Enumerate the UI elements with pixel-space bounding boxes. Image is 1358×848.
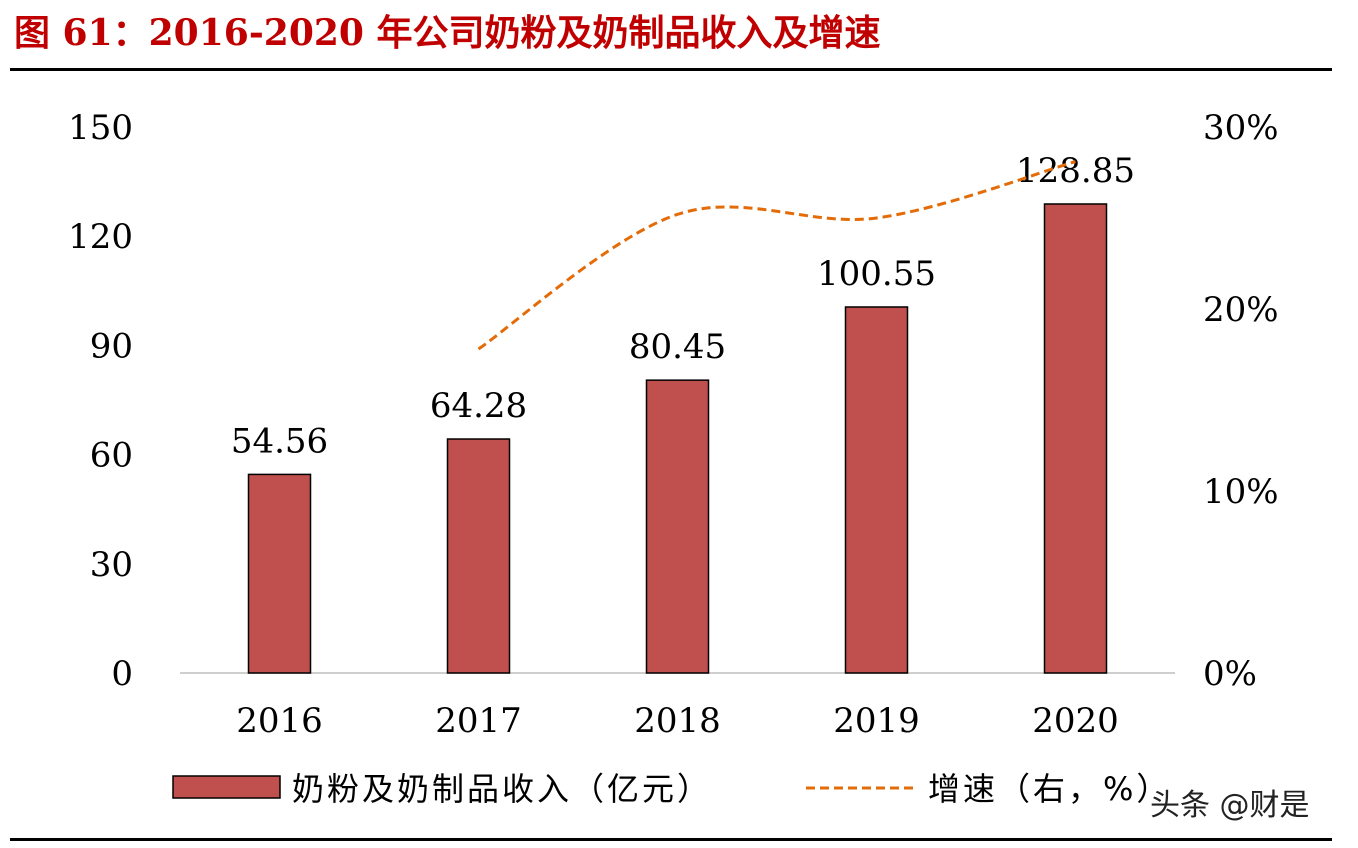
chart-title: 图 61：2016-2020 年公司奶粉及奶制品收入及增速 (14, 12, 881, 54)
data-label: 54.56 (231, 421, 328, 461)
top-rule (10, 68, 1332, 71)
left-tick-label: 150 (68, 108, 133, 148)
x-tick-label: 2016 (236, 701, 323, 741)
left-tick-label: 90 (90, 326, 133, 366)
bar-2016 (247, 473, 312, 674)
data-label: 64.28 (430, 386, 527, 426)
x-tick-label: 2018 (634, 701, 721, 741)
bar-2018 (645, 379, 710, 674)
bar-2019 (844, 306, 909, 674)
legend-bar-swatch (172, 775, 281, 799)
bar-2017 (446, 438, 511, 674)
legend-line-label: 增速（右，%） (928, 770, 1171, 808)
data-label: 80.45 (629, 327, 726, 367)
x-tick-label: 2019 (833, 701, 920, 741)
bottom-rule (10, 838, 1332, 841)
data-label: 100.55 (817, 254, 936, 294)
watermark: 头条 @财是 (1150, 788, 1310, 823)
left-tick-label: 0 (111, 654, 133, 694)
left-tick-label: 30 (90, 545, 133, 585)
x-tick-label: 2020 (1032, 701, 1119, 741)
growth-line (477, 160, 1076, 351)
x-tick-label: 2017 (435, 701, 522, 741)
right-tick-label: 10% (1203, 472, 1279, 512)
legend-bar-label: 奶粉及奶制品收入（亿元） (292, 770, 712, 808)
right-tick-label: 30% (1203, 108, 1279, 148)
left-tick-label: 60 (90, 436, 133, 476)
right-tick-label: 0% (1203, 654, 1257, 694)
right-tick-label: 20% (1203, 290, 1279, 330)
data-label: 128.85 (1016, 151, 1135, 191)
bar-2020 (1043, 203, 1108, 674)
left-tick-label: 120 (68, 217, 133, 257)
